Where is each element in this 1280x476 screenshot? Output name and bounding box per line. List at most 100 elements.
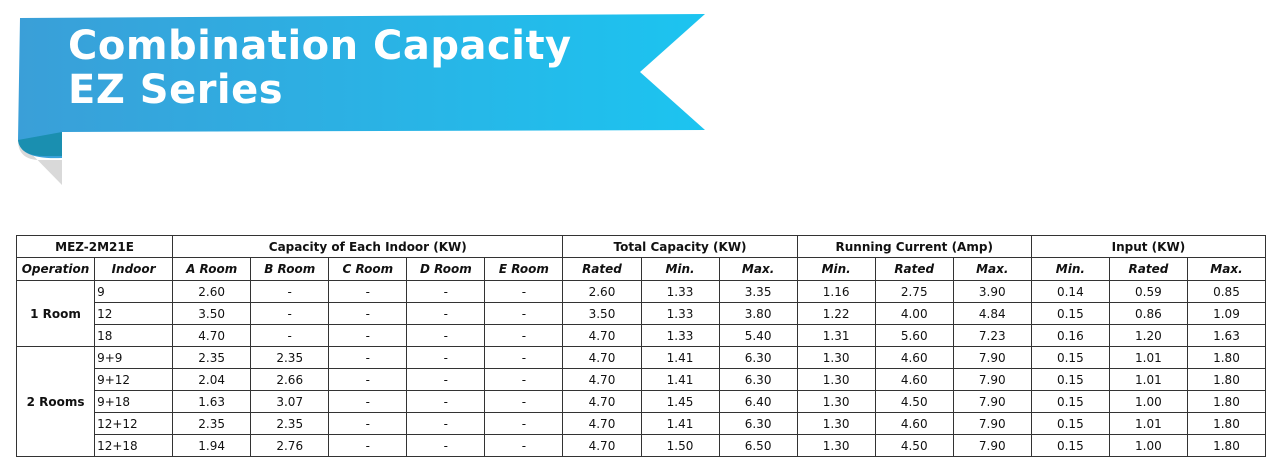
value-cell: 4.70: [562, 390, 642, 413]
value-cell: -: [250, 280, 330, 303]
value-cell: 1.41: [640, 412, 720, 435]
value-cell: 1.41: [640, 346, 720, 369]
column-header: B Room: [250, 257, 330, 281]
title-line: Combination Capacity: [68, 23, 572, 69]
value-cell: -: [406, 346, 486, 369]
group-header: Running Current (Amp): [796, 235, 1032, 258]
column-header: Max.: [1186, 257, 1267, 281]
value-cell: 1.63: [172, 390, 252, 413]
value-cell: 4.70: [562, 346, 642, 369]
table-row: 12+12 2.35 2.35- - -4.70 1.41 6.30 1.30 4.60 7.90…: [17, 412, 1267, 435]
value-cell: 1.80: [1186, 412, 1267, 435]
indoor-cell: 12+12: [94, 412, 174, 435]
group-header: Total Capacity (KW): [562, 235, 798, 258]
value-cell: 1.80: [1186, 390, 1267, 413]
indoor-cell: 9+9: [94, 346, 174, 369]
value-cell: 4.70: [172, 324, 252, 347]
value-cell: -: [406, 280, 486, 303]
value-cell: 1.30: [796, 434, 876, 457]
value-cell: 4.00: [874, 302, 954, 325]
column-header: Min.: [640, 257, 720, 281]
title-banner: [18, 14, 705, 185]
value-cell: 4.70: [562, 324, 642, 347]
value-cell: 7.90: [952, 368, 1032, 391]
value-cell: 1.80: [1186, 434, 1267, 457]
column-header: Min.: [1030, 257, 1110, 281]
value-cell: -: [406, 434, 486, 457]
value-cell: 2.35: [250, 346, 330, 369]
column-header: Rated: [562, 257, 642, 281]
value-cell: 1.16: [796, 280, 876, 303]
column-header: E Room: [484, 257, 564, 281]
value-cell: 7.90: [952, 412, 1032, 435]
value-cell: 1.94: [172, 434, 252, 457]
value-cell: -: [328, 412, 408, 435]
group-header: MEZ-2M21E: [15, 235, 174, 258]
operation-cell: 1 Room: [15, 280, 96, 347]
column-header: Rated: [1108, 257, 1188, 281]
value-cell: 4.70: [562, 412, 642, 435]
value-cell: 0.15: [1030, 412, 1110, 435]
value-cell: -: [406, 390, 486, 413]
value-cell: 1.00: [1108, 434, 1188, 457]
table-row: 1 Room 9 2.60- - - -2.60 1.33 3.35 1.16 2.75 3.90 0…: [15, 280, 1267, 347]
indoor-cell: 9+18: [94, 390, 174, 413]
value-cell: 2.35: [250, 412, 330, 435]
value-cell: 6.30: [718, 368, 798, 391]
value-cell: 3.90: [952, 280, 1032, 303]
value-cell: 2.75: [874, 280, 954, 303]
value-cell: -: [484, 412, 564, 435]
value-cell: 0.15: [1030, 434, 1110, 457]
value-cell: 1.50: [640, 434, 720, 457]
value-cell: 7.90: [952, 390, 1032, 413]
value-cell: -: [406, 324, 486, 347]
value-cell: 0.59: [1108, 280, 1188, 303]
value-cell: -: [250, 324, 330, 347]
value-cell: 4.70: [562, 434, 642, 457]
column-header: D Room: [406, 257, 486, 281]
value-cell: 0.14: [1030, 280, 1110, 303]
title-line: EZ Series: [68, 67, 284, 113]
column-header: A Room: [172, 257, 252, 281]
value-cell: 3.80: [718, 302, 798, 325]
value-cell: 4.84: [952, 302, 1032, 325]
value-cell: 1.63: [1186, 324, 1267, 347]
value-cell: 1.30: [796, 346, 876, 369]
table-row: 12 3.50- - - -3.50 1.33 3.80 1.22 4.00 4.84 0.15 0.…: [17, 302, 1267, 325]
table-row: 12+18 1.94 2.76- - -4.70 1.50 6.50 1.30 4.50 7.90…: [17, 434, 1267, 457]
group-header: Input (KW): [1030, 235, 1267, 258]
column-header: Indoor: [94, 257, 174, 281]
value-cell: 7.90: [952, 346, 1032, 369]
value-cell: 4.50: [874, 390, 954, 413]
column-header: Rated: [874, 257, 954, 281]
column-header: C Room: [328, 257, 408, 281]
indoor-cell: 18: [94, 324, 174, 347]
value-cell: 3.50: [562, 302, 642, 325]
value-cell: 1.01: [1108, 368, 1188, 391]
value-cell: 0.15: [1030, 390, 1110, 413]
value-cell: 1.30: [796, 368, 876, 391]
value-cell: 7.90: [952, 434, 1032, 457]
operation-cell: 2 Rooms: [15, 346, 96, 457]
value-cell: 1.80: [1186, 368, 1267, 391]
value-cell: 1.00: [1108, 390, 1188, 413]
value-cell: 1.30: [796, 390, 876, 413]
value-cell: 1.33: [640, 324, 720, 347]
table-row: 2 Rooms 9+9 2.35 2.35- - -4.70 1.41 6.30 1.30 4.6…: [15, 346, 1267, 457]
indoor-cell: 12+18: [94, 434, 174, 457]
value-cell: 4.70: [562, 368, 642, 391]
value-cell: 1.45: [640, 390, 720, 413]
value-cell: -: [484, 368, 564, 391]
value-cell: 0.85: [1186, 280, 1267, 303]
value-cell: 1.31: [796, 324, 876, 347]
value-cell: -: [484, 346, 564, 369]
value-cell: -: [484, 390, 564, 413]
indoor-cell: 12: [94, 302, 174, 325]
value-cell: 1.80: [1186, 346, 1267, 369]
value-cell: 0.15: [1030, 302, 1110, 325]
value-cell: 2.66: [250, 368, 330, 391]
value-cell: 1.01: [1108, 346, 1188, 369]
value-cell: 1.41: [640, 368, 720, 391]
value-cell: 2.35: [172, 412, 252, 435]
